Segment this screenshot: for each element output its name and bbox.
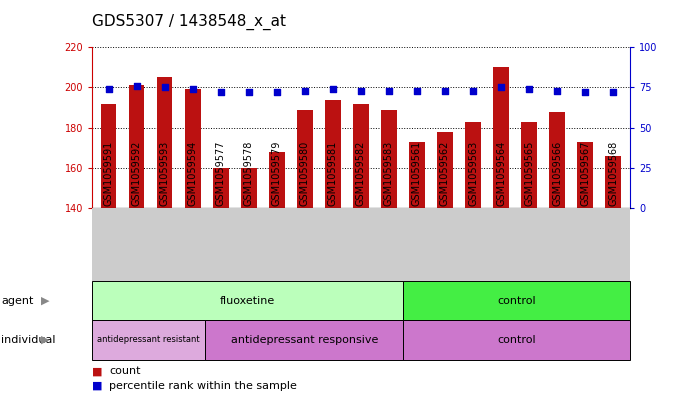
Bar	[577, 142, 592, 393]
Point	[187, 86, 198, 92]
Point	[272, 89, 283, 95]
Point	[215, 89, 226, 95]
Text: agent: agent	[1, 296, 34, 306]
Text: ▶: ▶	[42, 296, 50, 306]
Bar	[92, 320, 205, 360]
Point	[243, 89, 254, 95]
Point	[159, 84, 170, 90]
Text: ■: ■	[92, 366, 102, 376]
Bar	[493, 67, 509, 393]
Point	[580, 89, 590, 95]
Bar	[465, 122, 481, 393]
Text: percentile rank within the sample: percentile rank within the sample	[109, 381, 297, 391]
Point	[383, 88, 394, 94]
Text: fluoxetine: fluoxetine	[220, 296, 275, 306]
Point	[328, 86, 338, 92]
Point	[104, 86, 114, 92]
Bar	[185, 90, 200, 393]
Text: ■: ■	[92, 381, 102, 391]
Text: antidepressant responsive: antidepressant responsive	[231, 335, 378, 345]
Bar	[129, 85, 144, 393]
Bar	[205, 320, 403, 360]
Point	[300, 88, 311, 94]
Bar	[101, 103, 116, 393]
Point	[355, 88, 366, 94]
Bar	[605, 156, 621, 393]
Text: control: control	[497, 296, 536, 306]
Point	[496, 84, 507, 90]
Point	[439, 88, 450, 94]
Text: GDS5307 / 1438548_x_at: GDS5307 / 1438548_x_at	[92, 14, 286, 30]
Bar	[157, 77, 172, 393]
Point	[131, 83, 142, 89]
Bar	[213, 168, 229, 393]
Bar	[550, 112, 565, 393]
Bar	[403, 320, 630, 360]
Bar	[92, 281, 403, 320]
Point	[552, 88, 563, 94]
Bar	[403, 281, 630, 320]
Text: count: count	[109, 366, 140, 376]
Bar	[353, 103, 368, 393]
Point	[411, 88, 422, 94]
Bar	[409, 142, 425, 393]
Point	[607, 89, 618, 95]
Point	[468, 88, 479, 94]
Bar	[437, 132, 453, 393]
Bar	[241, 168, 257, 393]
Bar	[297, 110, 313, 393]
Point	[524, 86, 535, 92]
Bar	[326, 99, 340, 393]
Bar	[269, 152, 285, 393]
Text: control: control	[497, 335, 536, 345]
Text: individual: individual	[1, 335, 56, 345]
Bar	[522, 122, 537, 393]
Text: ▶: ▶	[42, 335, 50, 345]
Text: antidepressant resistant: antidepressant resistant	[97, 336, 200, 344]
Bar	[381, 110, 396, 393]
